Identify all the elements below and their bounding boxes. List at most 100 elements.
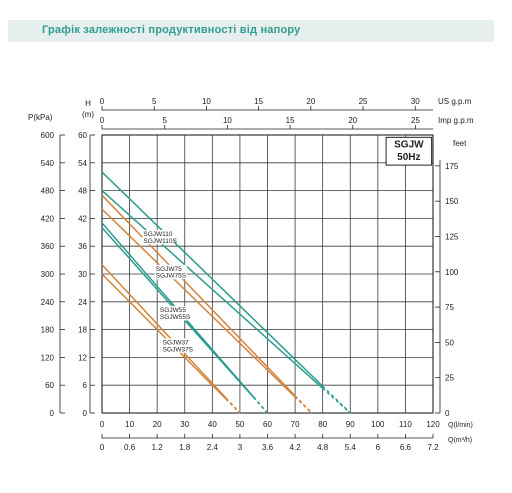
feet-tick-label: 50 [445, 338, 454, 347]
q-lmin-tick-label: 40 [208, 420, 217, 429]
q-lmin-tick-label: 70 [291, 420, 300, 429]
head-axis-label: H [85, 99, 91, 108]
pressure-tick-label: 60 [45, 381, 54, 390]
q-m3h-tick-label: 1.2 [152, 443, 164, 452]
series-line-sgjw75s [101, 208, 296, 398]
q-lmin-tick-label: 120 [426, 420, 440, 429]
curve-label-sgjw37s: SGJW37S [163, 346, 194, 353]
q-m3h-tick-label: 4.8 [317, 443, 329, 452]
head-tick-label: 12 [78, 353, 87, 362]
us-gpm-tick-label: 25 [359, 97, 368, 106]
q-m3h-tick-label: 2.4 [207, 443, 219, 452]
curve-label-bg [161, 345, 194, 353]
pressure-tick-label: 600 [41, 131, 55, 140]
feet-tick-label: 150 [445, 197, 459, 206]
curve-label-sgjw55s: SGJW55S [160, 314, 191, 321]
us-gpm-tick-label: 30 [411, 97, 420, 106]
pressure-tick-label: 300 [41, 270, 55, 279]
us-gpm-tick-label: 15 [254, 97, 263, 106]
pressure-axis-label: P(kPa) [28, 113, 53, 122]
curve-label-sgjw75: SGJW75 [156, 266, 182, 273]
feet-tick-label: 75 [445, 303, 454, 312]
model-box-line1: SGJW [394, 140, 424, 151]
imp-gpm-tick-label: 5 [162, 116, 167, 125]
curve-label-bg [161, 338, 194, 346]
pressure-tick-label: 360 [41, 242, 55, 251]
curve-label-bg [142, 230, 175, 238]
us-gpm-tick-label: 20 [306, 97, 315, 106]
head-tick-label: 54 [78, 159, 87, 168]
pressure-tick-label: 0 [50, 409, 55, 418]
q-m3h-tick-label: 3.6 [262, 443, 274, 452]
curve-label-bg [154, 264, 187, 273]
head-tick-label: 6 [83, 381, 88, 390]
q-lmin-axis-label: Q(l/min) [448, 422, 473, 429]
q-lmin-tick-label: 0 [100, 420, 105, 429]
series-line-sgjw37s [101, 273, 227, 400]
q-m3h-tick-label: 7.2 [427, 443, 439, 452]
imp-gpm-tick-label: 15 [286, 116, 295, 125]
us-gpm-axis-label: US g.p.m [438, 97, 472, 106]
series-line-dashed-sgjw55s [253, 397, 269, 414]
imp-gpm-tick-label: 25 [411, 116, 420, 125]
pressure-tick-label: 540 [41, 159, 55, 168]
model-box [385, 136, 433, 166]
q-lmin-tick-label: 10 [125, 420, 134, 429]
feet-axis-label: feet [453, 139, 467, 148]
curve-label-sgjw55: SGJW55 [160, 307, 186, 314]
series-line-sgjw110s [101, 190, 324, 389]
q-m3h-tick-label: 6 [376, 443, 381, 452]
curve-label-bg [158, 305, 191, 314]
us-gpm-tick-label: 5 [152, 97, 157, 106]
imp-gpm-tick-label: 0 [100, 116, 105, 125]
head-axis-unit: (m) [82, 110, 94, 119]
feet-tick-label: 125 [445, 232, 459, 241]
q-lmin-tick-label: 100 [371, 420, 385, 429]
q-lmin-tick-label: 80 [318, 420, 327, 429]
pressure-tick-label: 420 [41, 214, 55, 223]
imp-gpm-tick-label: 20 [348, 116, 357, 125]
series-line-sgjw75 [101, 194, 296, 397]
series-line-sgjw110 [101, 171, 324, 387]
head-tick-label: 24 [78, 298, 87, 307]
feet-tick-label: 0 [445, 409, 450, 418]
curve-label-sgjw75s: SGJW75S [156, 273, 187, 280]
title-banner: Графік залежності продуктивності від нап… [8, 20, 494, 42]
q-m3h-tick-label: 4.2 [290, 443, 302, 452]
q-lmin-tick-label: 50 [235, 420, 244, 429]
head-tick-label: 60 [78, 131, 87, 140]
imp-gpm-tick-label: 10 [223, 116, 232, 125]
head-tick-label: 0 [83, 409, 88, 418]
q-lmin-tick-label: 30 [180, 420, 189, 429]
q-lmin-tick-label: 110 [399, 420, 412, 429]
head-tick-label: 30 [78, 270, 87, 279]
q-lmin-tick-label: 90 [346, 420, 355, 429]
series-line-dashed-sgjw75s [294, 396, 313, 414]
curve-label-bg [158, 312, 191, 321]
us-gpm-tick-label: 10 [202, 97, 211, 106]
curve-label-bg [142, 236, 175, 245]
pressure-tick-label: 480 [41, 187, 55, 196]
curve-label-sgjw110s: SGJW110S [143, 238, 177, 245]
series-line-dashed-sgjw37s [225, 398, 241, 414]
q-lmin-tick-label: 20 [153, 420, 162, 429]
pressure-tick-label: 120 [41, 353, 55, 362]
head-tick-label: 18 [78, 326, 87, 335]
q-m3h-tick-label: 6.6 [400, 443, 412, 452]
curve-label-sgjw110: SGJW110 [143, 231, 173, 238]
q-lmin-tick-label: 60 [263, 420, 272, 429]
head-tick-label: 36 [78, 242, 87, 251]
pressure-tick-label: 180 [41, 326, 55, 335]
q-m3h-tick-label: 5.4 [345, 443, 357, 452]
us-gpm-tick-label: 0 [100, 97, 105, 106]
q-m3h-tick-label: 0 [100, 443, 105, 452]
q-m3h-axis-label: Q(m³/h) [448, 437, 472, 444]
pressure-tick-label: 240 [41, 298, 55, 307]
feet-tick-label: 25 [445, 374, 454, 383]
curve-label-sgjw37: SGJW37 [163, 339, 189, 346]
series-line-sgjw37 [101, 264, 227, 399]
curve-label-bg [154, 271, 187, 280]
feet-tick-label: 175 [445, 162, 459, 171]
model-box-line2: 50Hz [397, 152, 420, 163]
